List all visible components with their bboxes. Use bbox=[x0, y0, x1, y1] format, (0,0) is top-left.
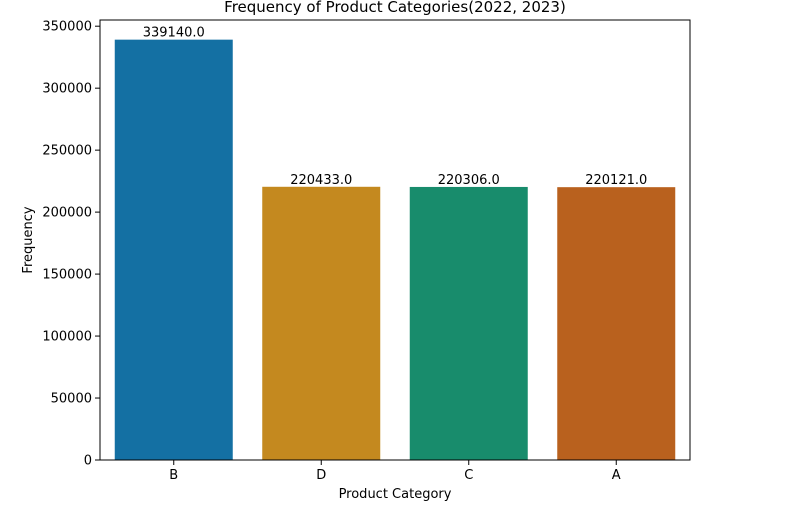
x-tick-label: B bbox=[169, 468, 178, 483]
bar-C bbox=[409, 186, 528, 460]
bar-value-label: 220121.0 bbox=[585, 173, 647, 188]
y-tick-label: 300000 bbox=[42, 82, 92, 97]
bar-D bbox=[262, 186, 381, 460]
bar-B bbox=[114, 39, 233, 460]
y-tick-label: 0 bbox=[84, 454, 92, 469]
bar-A bbox=[557, 187, 676, 461]
bar-value-label: 339140.0 bbox=[143, 26, 205, 41]
plot-frame bbox=[99, 19, 691, 461]
y-tick-label: 200000 bbox=[42, 206, 92, 221]
x-tick-label: C bbox=[464, 468, 473, 483]
x-tick-label: A bbox=[612, 468, 621, 483]
chart-title: Frequency of Product Categories(2022, 20… bbox=[224, 0, 566, 16]
y-tick-label: 150000 bbox=[42, 268, 92, 283]
y-tick-label: 100000 bbox=[42, 330, 92, 345]
bar-value-label: 220433.0 bbox=[290, 173, 352, 188]
plot-area: 0 50000 100000 150000 200000 250000 300000 3500… bbox=[42, 20, 676, 483]
x-axis-label: Product Category bbox=[339, 487, 452, 502]
y-tick-label: 250000 bbox=[42, 144, 92, 159]
bar-value-label: 220306.0 bbox=[438, 173, 500, 188]
y-tick-label: 50000 bbox=[51, 392, 92, 407]
y-axis-label: Frequency bbox=[21, 206, 36, 273]
y-tick-label: 350000 bbox=[42, 20, 92, 35]
x-tick-label: D bbox=[316, 468, 326, 483]
